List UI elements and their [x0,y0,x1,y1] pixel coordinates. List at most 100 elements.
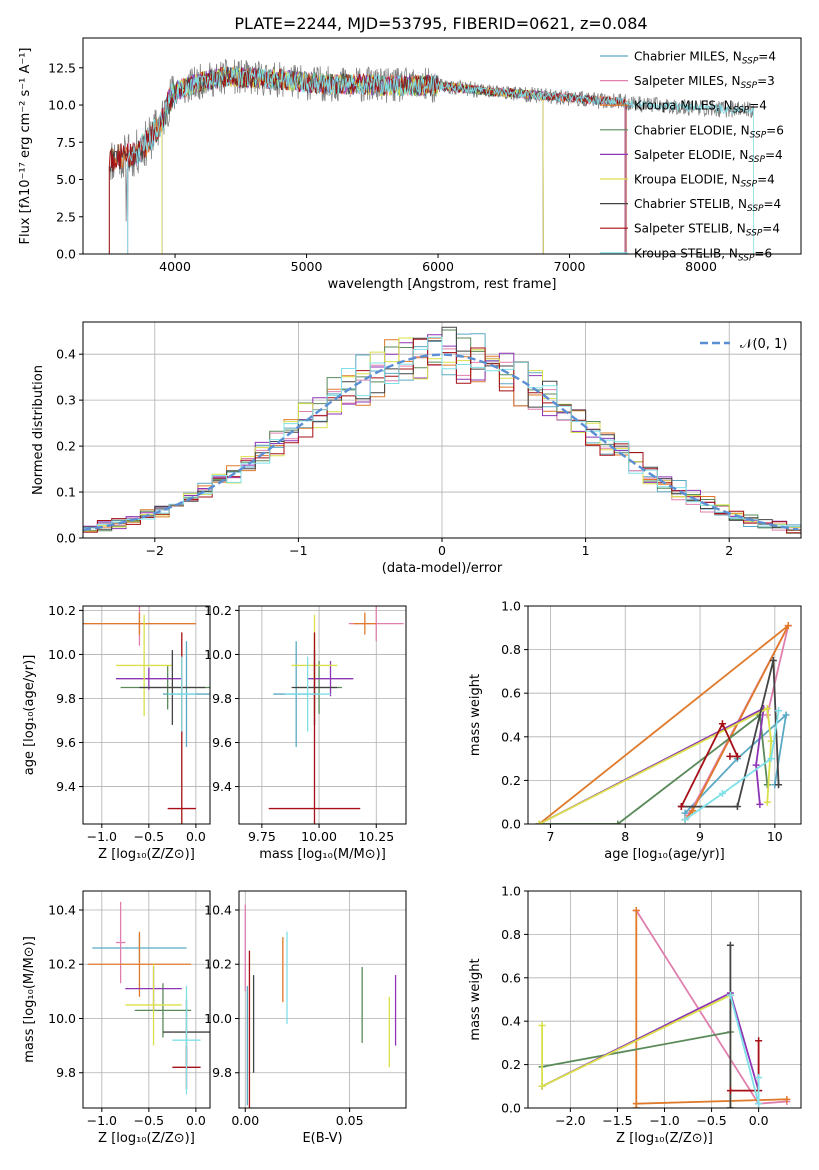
plot-area [244,904,397,1108]
x-axis-label: Z [log₁₀(Z/Z⊙)] [98,1131,195,1146]
x-tick-label: 0.05 [336,1113,364,1128]
y-tick-label: 0.2 [56,439,76,454]
y-tick-label: 0.4 [501,1014,521,1029]
y-axis-label: age [log₁₀(age/yr)] [22,655,37,776]
plus-marker [681,809,689,817]
axes-frame [82,890,211,1109]
y-tick-label: 10.2 [48,957,76,972]
y-tick-label: 0.1 [56,485,76,500]
axes-frame [527,890,802,1109]
y-tick-label: 1.0 [501,884,521,899]
x-tick-label: 2 [725,543,733,558]
plus-marker [632,1100,640,1108]
error-bar-point [125,964,182,1046]
panel-massweight_vs_age: 7 8 9 10 0.0 0.2 0.4 0.6 0.8 1.0 age [log₁₀(age/yr… [468,599,802,862]
x-tick-label: 8 [621,829,629,844]
error-bar-point [115,614,173,717]
x-tick-label: −1.0 [87,829,117,844]
y-tick-label: 12.5 [48,60,76,75]
axes-frame [82,605,211,825]
error-bar-point [353,612,377,635]
x-tick-label: −1.0 [649,1113,679,1128]
error-bar-point [139,650,206,725]
y-tick-label: 9.8 [56,1065,76,1080]
plus-marker [726,991,734,999]
plot-area [83,326,801,536]
x-tick-label: 10 [767,829,783,844]
axes-frame [82,37,802,255]
plus-marker [755,1074,763,1082]
x-tick-label: 7 [546,829,554,844]
x-tick-label: 9.75 [248,829,276,844]
y-tick-label: 9.6 [212,735,232,750]
x-tick-label: 4000 [159,259,191,274]
axes-frame [238,890,407,1109]
mass-weight-line [635,910,787,1108]
x-tick-label: 10.25 [358,829,394,844]
panel-spectrum: 4000 5000 6000 7000 8000 0.0 2.5 5.0 7.5 10.0 12.5… [18,37,802,292]
axes-frame [527,605,802,825]
y-tick-label: 9.8 [212,691,232,706]
mass-weight-line [684,710,780,821]
plus-marker [756,800,764,808]
y-tick-label: 0.4 [501,729,521,744]
y-tick-label: 0.0 [501,817,521,832]
plus-marker [689,807,697,815]
y-tick-label: 0.4 [56,347,76,362]
plus-marker [733,803,741,811]
plus-marker [538,1022,546,1030]
y-tick-label: 0.6 [501,686,521,701]
error-bar-point [115,667,182,690]
y-tick-label: 0.2 [501,773,521,788]
plot-area [87,901,210,1095]
plus-marker [752,761,760,769]
plus-marker [755,1037,763,1045]
residual-histogram [83,336,801,533]
y-tick-label: 0.0 [56,531,76,546]
plus-marker [718,789,726,797]
x-tick-label: −1.5 [602,1113,632,1128]
y-tick-label: 10.2 [204,603,232,618]
legend-entry: Chabrier ELODIE, NSSP=6 [634,123,784,140]
error-bar-point [268,632,361,824]
panel-age_vs_Z: −1.0 −0.5 0.0 9.4 9.6 9.8 10.0 10.2 Z [log₁₀(Z/Z… [22,603,211,862]
plus-marker [726,752,734,760]
error-bar-point [134,983,192,1038]
x-tick-label: −0.5 [134,829,164,844]
y-tick-label: 9.4 [212,779,232,794]
mass-weight-line [538,624,790,824]
plus-marker [769,657,777,664]
x-axis-label: wavelength [Angstrom, rest frame] [328,277,557,292]
x-tick-label: 0.0 [749,1113,769,1128]
y-tick-label: 0.2 [501,1057,521,1072]
legend-entry: Salpeter ELODIE, NSSP=4 [634,148,783,165]
y-axis-label: Flux [fλ10⁻¹⁷ erg cm⁻² s⁻¹ A⁻¹] [18,48,33,245]
legend-entry: Kroupa MILES, NSSP=4 [634,99,767,116]
x-axis-label: age [log₁₀(age/yr)] [604,847,725,862]
x-axis-label: E(B-V) [302,1131,342,1146]
y-tick-label: 10.4 [48,902,76,917]
y-tick-label: 10.2 [204,957,232,972]
y-tick-label: 9.4 [56,779,76,794]
panel-age_vs_mass: 9.75 10.00 10.25 9.4 9.6 9.8 10.0 10.2 mass [log… [204,603,407,862]
panel-massweight_vs_Z: −2.0 −1.5 −1.0 −0.5 0.0 0.0 0.2 0.4 0.6 0.8 1.0 Z [… [468,884,802,1146]
y-tick-label: 0.0 [56,247,76,262]
y-tick-label: 9.8 [212,1065,232,1080]
plot-area [538,907,791,1108]
y-tick-label: 0.3 [56,393,76,408]
axes-frame [82,321,802,539]
plus-marker [726,1104,734,1108]
plus-marker [726,941,734,949]
legend-entry: Salpeter MILES, NSSP=3 [634,74,775,91]
x-tick-label: 8000 [685,259,717,274]
legend-entry: Chabrier STELIB, NSSP=4 [634,197,781,214]
y-axis-label: mass [log₁₀(M/M⊙)] [22,936,37,1063]
plot-area [268,606,404,824]
panel-mass_vs_Z: −1.0 −0.5 0.0 9.8 10.0 10.2 10.4 Z [log₁₀(Z/Z⊙)… [22,890,211,1146]
plus-marker [763,798,771,806]
legend-entry: Kroupa ELODIE, NSSP=4 [634,173,775,190]
mass-weight-line [538,707,773,824]
y-tick-label: 10.0 [204,647,232,662]
x-tick-label: −1.0 [87,1113,117,1128]
mass-weight-line [541,1031,731,1068]
